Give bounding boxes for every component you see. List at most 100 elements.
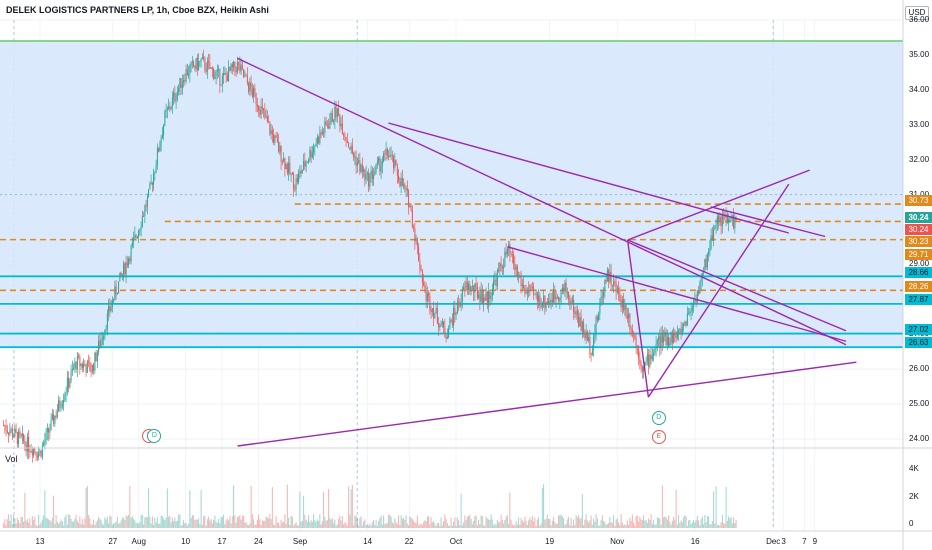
- dividend-marker[interactable]: D: [651, 411, 666, 425]
- candle-body: [533, 287, 535, 294]
- volume-bar: [71, 521, 73, 528]
- volume-bar: [540, 523, 542, 528]
- candle-body: [84, 364, 86, 367]
- candle-body: [219, 68, 221, 85]
- candle-body: [629, 313, 631, 329]
- candle-body: [21, 433, 23, 437]
- volume-bar: [700, 518, 702, 528]
- volume-bar: [461, 525, 463, 528]
- candle-body: [558, 297, 560, 301]
- volume-bar: [640, 519, 642, 528]
- volume-bar: [531, 515, 533, 528]
- candle-body: [119, 272, 121, 282]
- volume-bar: [548, 518, 550, 528]
- price-label-dashed_level: 29.71: [905, 249, 932, 260]
- candle-body: [569, 299, 571, 304]
- candle-body: [416, 238, 418, 246]
- price-label-dashed_level: 30.73: [905, 195, 932, 206]
- candle-body: [638, 348, 640, 358]
- volume-bar: [728, 516, 730, 528]
- volume-bar: [343, 524, 345, 528]
- volume-bar: [179, 514, 181, 528]
- candle-body: [164, 111, 166, 125]
- candle-body: [381, 161, 383, 166]
- candle-body: [478, 294, 480, 298]
- volume-bar: [154, 517, 156, 528]
- candle-body: [541, 304, 543, 308]
- candle-body: [384, 153, 386, 155]
- candle-body: [700, 278, 702, 283]
- volume-bar: [459, 525, 461, 528]
- candle-body: [613, 281, 615, 286]
- volume-bar: [213, 519, 215, 528]
- volume-bar: [166, 488, 168, 528]
- volume-bar: [426, 516, 428, 528]
- candle-body: [456, 302, 458, 314]
- volume-bar: [723, 523, 725, 528]
- candle-body: [76, 355, 78, 370]
- candle-body: [531, 286, 533, 288]
- candle-body: [308, 160, 310, 162]
- volume-bar: [701, 516, 703, 528]
- volume-bar: [588, 522, 590, 528]
- volume-bar: [186, 525, 188, 528]
- volume-bar: [478, 519, 480, 528]
- candle-body: [726, 214, 728, 223]
- candle-body: [190, 62, 192, 66]
- volume-bar: [405, 515, 407, 528]
- candle-body: [48, 428, 50, 433]
- volume-bar: [136, 522, 138, 528]
- volume-bar: [271, 487, 273, 528]
- candle-body: [540, 306, 542, 308]
- candle-body: [578, 316, 580, 327]
- volume-bar: [359, 518, 361, 528]
- volume-bar: [124, 519, 126, 528]
- candle-body: [218, 68, 220, 70]
- volume-bar: [346, 525, 348, 528]
- volume-bar: [120, 520, 122, 528]
- earnings-marker[interactable]: E: [651, 430, 666, 444]
- candle-body: [334, 106, 336, 121]
- candle-body: [659, 336, 661, 348]
- time-tick-label: 24: [253, 537, 263, 546]
- volume-bar: [329, 517, 331, 528]
- volume-bar: [368, 525, 370, 528]
- candle-body: [474, 283, 476, 293]
- candle-body: [538, 295, 540, 302]
- dividend-marker[interactable]: D: [147, 429, 162, 443]
- volume-bar: [90, 524, 92, 528]
- candle-body: [203, 56, 205, 59]
- volume-bar: [134, 520, 136, 528]
- price-label-dashed_level: 28.26: [905, 281, 932, 292]
- candle-body: [298, 173, 300, 183]
- candle-body: [146, 196, 148, 207]
- volume-bar: [69, 514, 71, 528]
- volume-bar: [224, 524, 226, 528]
- volume-bar: [450, 517, 452, 528]
- volume-bar: [570, 518, 572, 528]
- volume-bar: [553, 516, 555, 528]
- candle-body: [49, 430, 51, 433]
- time-tick-label: 17: [217, 537, 227, 546]
- currency-badge[interactable]: USD: [905, 6, 929, 20]
- volume-label: Vol: [5, 454, 18, 464]
- candle-body: [599, 303, 601, 314]
- candle-body: [493, 280, 495, 290]
- candle-body: [698, 290, 700, 294]
- candle-body: [206, 61, 208, 72]
- candle-body: [171, 98, 173, 108]
- volume-bar: [88, 515, 90, 528]
- candle-body: [365, 174, 367, 180]
- volume-bar: [219, 523, 221, 528]
- volume-bar: [714, 523, 716, 528]
- time-tick-label: 14: [363, 537, 373, 546]
- volume-bar: [170, 522, 172, 528]
- volume-bar: [694, 522, 696, 528]
- candle-body: [449, 319, 451, 329]
- volume-bar: [300, 521, 302, 528]
- volume-bar: [675, 489, 677, 528]
- candle-body: [465, 281, 467, 289]
- volume-bar: [464, 515, 466, 528]
- trendline: [237, 57, 847, 346]
